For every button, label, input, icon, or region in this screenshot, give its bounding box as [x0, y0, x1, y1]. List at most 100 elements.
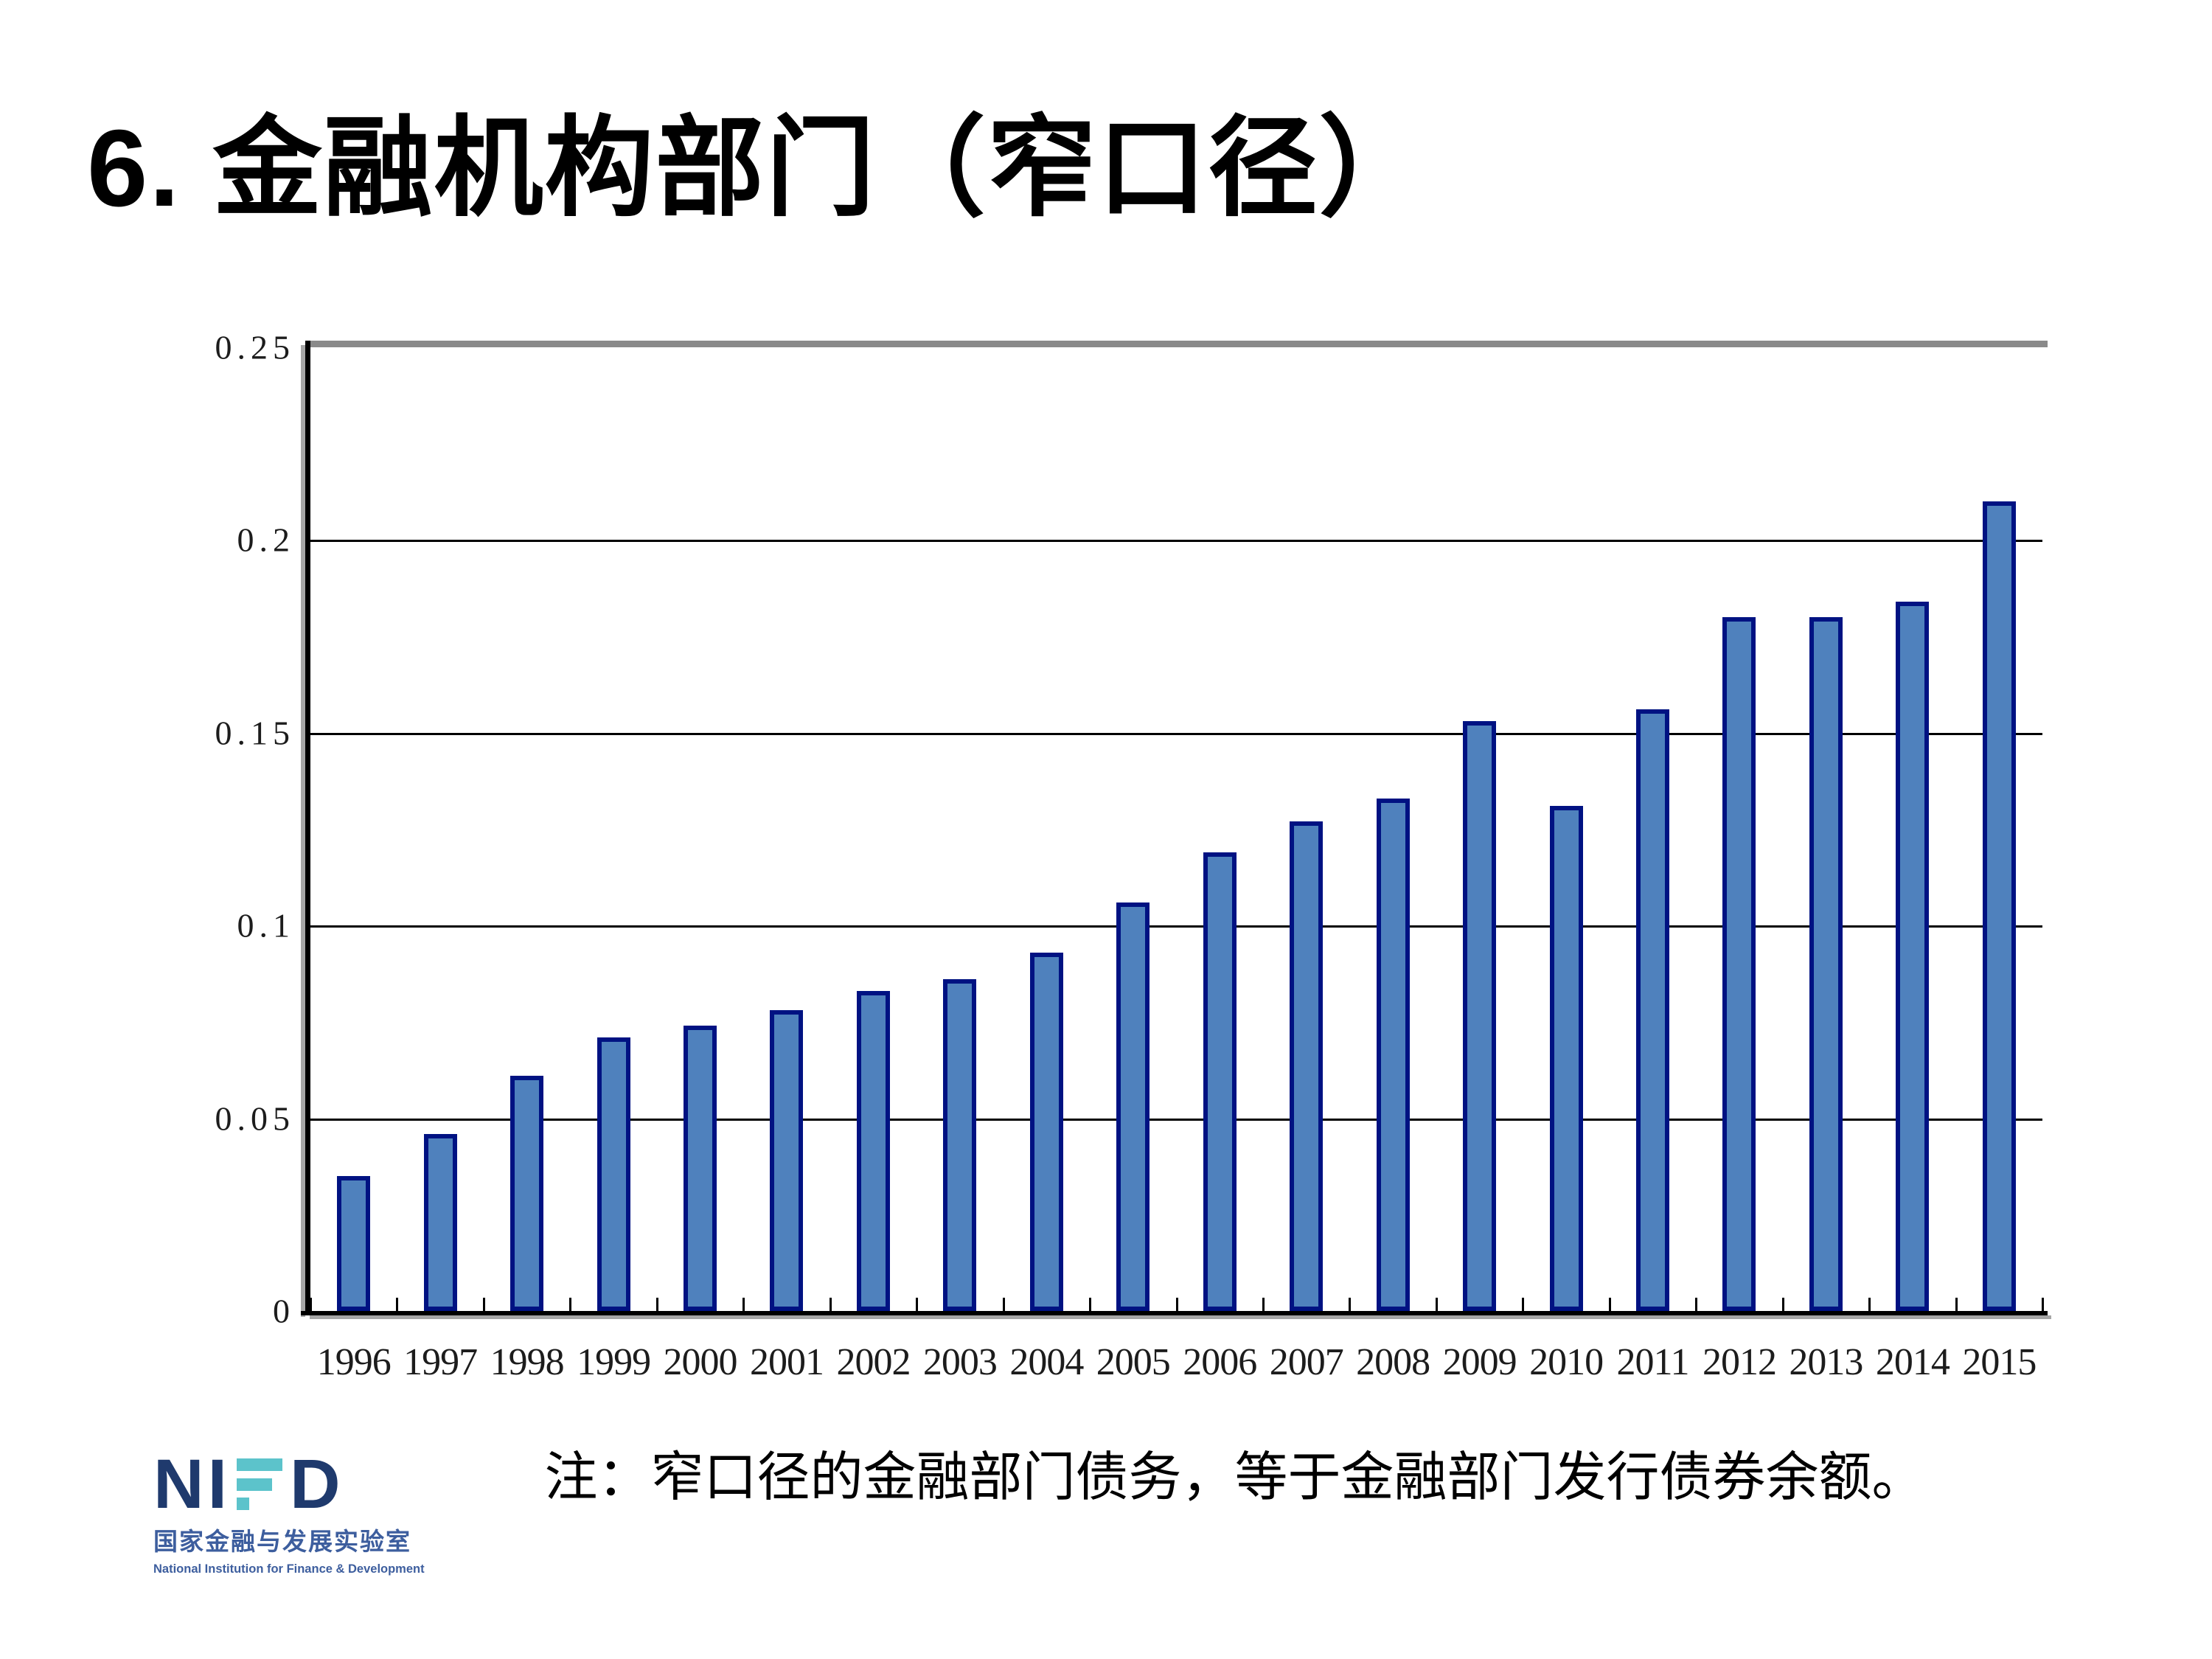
bar-slot-1997 [397, 347, 483, 1311]
bar-1996 [337, 1176, 371, 1311]
bar-slot-1999 [570, 347, 656, 1311]
nifd-f-bar-top [237, 1458, 282, 1471]
x-axis-tick [310, 1298, 312, 1311]
x-axis-tick [1608, 1298, 1611, 1311]
x-tick-label-2015: 2015 [1962, 1341, 2037, 1383]
bar-slot-2015 [1956, 347, 2042, 1311]
bar-slot-2013 [1783, 347, 1869, 1311]
y-tick-label-0.15: 0.15 [215, 714, 295, 752]
bar-2010 [1549, 806, 1583, 1311]
x-axis-tick [655, 1298, 658, 1311]
y-axis-labels: 0.25 0.2 0.15 0.1 0.05 0 [29, 329, 295, 1330]
bar-2002 [856, 991, 890, 1311]
x-axis-tick [829, 1298, 832, 1311]
y-tick-label-0: 0 [273, 1292, 295, 1330]
chart-frame-top [306, 341, 2048, 347]
logo-subtitle-en: National Institution for Finance & Devel… [153, 1562, 425, 1576]
x-axis-tick [1522, 1298, 1525, 1311]
x-axis-tick [2042, 1298, 2044, 1311]
y-tick-label-0.2: 0.2 [237, 521, 295, 559]
nifd-f-icon [237, 1458, 282, 1510]
y-tick-label-0.25: 0.25 [215, 328, 295, 366]
x-axis-tick [569, 1298, 572, 1311]
y-tick-label-0.05: 0.05 [215, 1099, 295, 1138]
bar-slot-1996 [310, 347, 397, 1311]
bar-slot-2011 [1610, 347, 1696, 1311]
x-axis-line [301, 1311, 2048, 1315]
bar-2003 [943, 979, 977, 1311]
nifd-letters-ni: NI [153, 1445, 231, 1523]
x-tick-label-2010: 2010 [1529, 1341, 1604, 1383]
bar-2006 [1203, 852, 1237, 1311]
bar-slot-2002 [830, 347, 917, 1311]
x-tick-label-2012: 2012 [1702, 1341, 1777, 1383]
bar-slot-2010 [1523, 347, 1609, 1311]
nifd-letter-d: D [290, 1445, 344, 1523]
x-tick-label-1998: 1998 [490, 1341, 565, 1383]
gridline-0.05 [310, 1118, 2042, 1121]
gridline-0.15 [310, 732, 2042, 735]
bar-2001 [770, 1010, 804, 1311]
x-tick-label-2006: 2006 [1183, 1341, 1257, 1383]
x-axis-tick [396, 1298, 399, 1311]
bar-2009 [1463, 721, 1497, 1311]
bar-2008 [1376, 798, 1410, 1311]
x-axis-tick [1435, 1298, 1438, 1311]
bar-slot-2007 [1263, 347, 1349, 1311]
bar-slot-2006 [1177, 347, 1263, 1311]
x-axis-tick [482, 1298, 485, 1311]
x-axis-tick [1262, 1298, 1265, 1311]
bar-slot-2012 [1696, 347, 1782, 1311]
gridline-0.2 [310, 540, 2042, 543]
x-axis-tick [742, 1298, 745, 1311]
x-tick-label-2000: 2000 [663, 1341, 738, 1383]
x-axis-labels: 1996 1997 1998 1999 2000 2001 2002 2003 2004 2005… [310, 1340, 2042, 1384]
x-tick-label-2013: 2013 [1789, 1341, 1863, 1383]
x-axis-tick [1002, 1298, 1005, 1311]
nifd-logo: NI D 国家金融与发展实验室 National Institution for… [153, 1445, 425, 1576]
x-axis-tick [1781, 1298, 1784, 1311]
x-tick-label-2004: 2004 [1009, 1341, 1084, 1383]
x-axis-tick [1955, 1298, 1958, 1311]
x-tick-label-1997: 1997 [403, 1341, 478, 1383]
bar-slot-2008 [1349, 347, 1436, 1311]
bar-2011 [1636, 709, 1670, 1311]
bar-2012 [1722, 616, 1756, 1311]
x-tick-label-2008: 2008 [1356, 1341, 1430, 1383]
logo-subtitle-cn: 国家金融与发展实验室 [153, 1528, 411, 1555]
nifd-f-bar-bottom [237, 1498, 249, 1510]
y-axis-line [305, 341, 310, 1315]
bar-slot-2005 [1090, 347, 1176, 1311]
bar-slot-2003 [917, 347, 1003, 1311]
nifd-f-bar-middle [237, 1478, 272, 1491]
bar-1997 [423, 1133, 457, 1311]
bar-1998 [510, 1076, 544, 1311]
bar-1999 [597, 1037, 630, 1311]
x-axis-tick [1089, 1298, 1092, 1311]
bar-slot-2000 [657, 347, 743, 1311]
y-tick-label-0.1: 0.1 [237, 906, 295, 945]
x-axis-tick [916, 1298, 919, 1311]
x-tick-label-2007: 2007 [1269, 1341, 1344, 1383]
bar-2015 [1982, 501, 2016, 1311]
x-tick-label-2003: 2003 [922, 1341, 998, 1383]
bar-slot-2014 [1869, 347, 1955, 1311]
footnote: 注：窄口径的金融部门债务，等于金融部门发行债券余额。 [544, 1448, 1925, 1507]
bar-2005 [1116, 902, 1150, 1311]
bar-2000 [684, 1026, 717, 1311]
bar-slot-1998 [484, 347, 570, 1311]
bar-2004 [1029, 952, 1063, 1311]
x-tick-label-2002: 2002 [836, 1341, 911, 1383]
x-tick-label-2011: 2011 [1616, 1341, 1689, 1383]
slide-title: 6. 金融机构部门（窄口径） [87, 108, 1430, 229]
x-tick-label-2005: 2005 [1096, 1341, 1171, 1383]
x-axis-tick [1175, 1298, 1178, 1311]
x-tick-label-2001: 2001 [749, 1341, 824, 1383]
x-axis-tick [1349, 1298, 1352, 1311]
bar-slot-2001 [743, 347, 830, 1311]
plot-area [310, 347, 2044, 1311]
x-axis-shadow [310, 1315, 2051, 1319]
nifd-wordmark: NI D [153, 1445, 425, 1523]
x-tick-label-2014: 2014 [1875, 1341, 1950, 1383]
bar-slot-2009 [1436, 347, 1523, 1311]
